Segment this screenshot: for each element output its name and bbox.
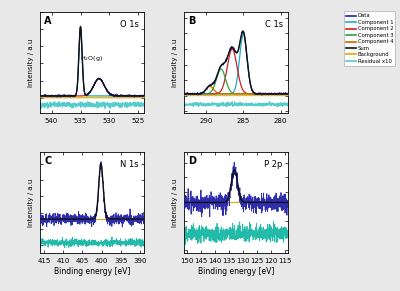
Text: B: B: [188, 16, 195, 26]
X-axis label: Binding energy [eV]: Binding energy [eV]: [198, 267, 274, 276]
Y-axis label: Intensity / a.u: Intensity / a.u: [172, 178, 178, 227]
Text: A: A: [44, 16, 52, 26]
Text: P 2p: P 2p: [264, 160, 283, 169]
Legend: Data, Component 1, Component 2, Component 3, Component 4, Sum, Background, Resid: Data, Component 1, Component 2, Componen…: [344, 11, 395, 66]
Text: H$_2$O(g): H$_2$O(g): [80, 54, 102, 63]
Text: O 1s: O 1s: [120, 20, 139, 29]
Y-axis label: Intensity / a.u: Intensity / a.u: [28, 38, 34, 86]
X-axis label: Binding energy [eV]: Binding energy [eV]: [54, 267, 130, 276]
Y-axis label: Intensity / a.u: Intensity / a.u: [172, 38, 178, 86]
Text: C 1s: C 1s: [265, 20, 283, 29]
Y-axis label: Intensity / a.u: Intensity / a.u: [28, 178, 34, 227]
Text: D: D: [188, 156, 196, 166]
Text: N 1s: N 1s: [120, 160, 139, 169]
Text: C: C: [44, 156, 52, 166]
